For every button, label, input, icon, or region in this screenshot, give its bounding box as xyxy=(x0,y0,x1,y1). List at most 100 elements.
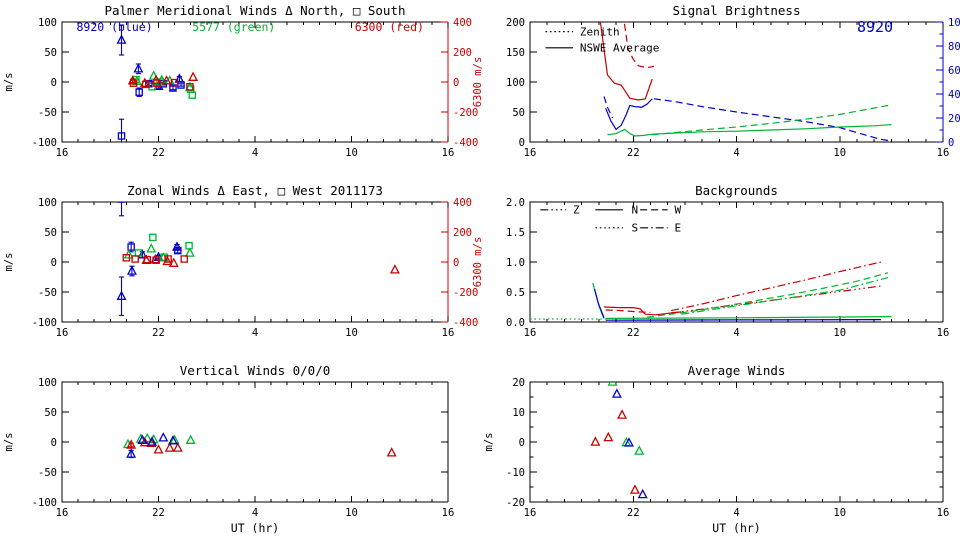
series-blue-spike xyxy=(593,288,605,319)
triangle-marker xyxy=(137,434,148,444)
square-marker xyxy=(149,233,157,242)
right-tick-label: 40 xyxy=(948,89,960,101)
y-tick-label: 50 xyxy=(512,107,525,119)
y-tick-label: 1.0 xyxy=(506,257,525,269)
x-tick-label: 16 xyxy=(56,327,69,339)
triangle-marker xyxy=(153,444,164,454)
triangle-marker xyxy=(116,34,127,44)
x-tick-label: 16 xyxy=(937,507,950,519)
square-marker xyxy=(129,79,138,87)
triangle-marker xyxy=(126,265,137,275)
y-tick-label: 150 xyxy=(506,47,525,59)
triangle-marker xyxy=(172,241,182,251)
right-axis xyxy=(441,21,448,143)
x-tick-label: 16 xyxy=(442,327,455,339)
y-tick-label: 0 xyxy=(51,77,57,89)
y-tick-label: 0 xyxy=(519,437,525,449)
triangle-marker xyxy=(167,435,178,445)
zonal-winds-chart: 16 22 4 10 16-100-50050100-400-2000200400630… xyxy=(3,183,484,339)
triangle-marker xyxy=(168,257,179,267)
x-tick-label: 10 xyxy=(833,327,846,339)
square-marker xyxy=(185,242,193,250)
y-tick-label: 50 xyxy=(44,407,57,419)
x-tick-label: 10 xyxy=(345,147,358,159)
y-tick-label: -50 xyxy=(38,107,57,119)
y-tick-label: 2.0 xyxy=(506,197,525,209)
x-tick-label: 4 xyxy=(733,147,739,159)
error-bar xyxy=(118,24,125,56)
y-tick-label: 100 xyxy=(506,77,525,89)
y-axis-label: m/s xyxy=(3,73,15,92)
annotation-5577-(green): 5577 (green) xyxy=(192,20,275,34)
chart-title: Vertical Winds 0/0/0 xyxy=(180,363,331,378)
triangle-marker xyxy=(623,437,634,447)
square-marker xyxy=(180,255,188,263)
axes xyxy=(61,21,449,143)
triangle-marker xyxy=(126,439,137,449)
series-8920-zenith-start xyxy=(603,96,614,119)
y-tick-label: 20 xyxy=(512,377,525,389)
signal-brightness-chart: 162241016050100150200020406080100Signal … xyxy=(506,3,960,159)
y-tick-label: -100 xyxy=(32,497,57,509)
series-green-flat xyxy=(605,316,892,319)
x-tick-label: 22 xyxy=(152,507,165,519)
x-tick-label: 22 xyxy=(627,147,640,159)
triangle-marker xyxy=(116,290,127,300)
triangle-marker xyxy=(607,382,618,386)
y-axis-label: m/s xyxy=(3,253,15,272)
triangle-marker xyxy=(590,436,601,446)
triangle-marker xyxy=(164,442,175,452)
x-tick-label: 10 xyxy=(345,327,358,339)
triangle-marker xyxy=(135,433,146,443)
right-tick-label: 0 xyxy=(453,77,459,89)
triangle-marker xyxy=(386,447,397,457)
data-points xyxy=(116,24,199,142)
right-axis-label: 6300 m/s xyxy=(472,57,484,108)
error-bar xyxy=(178,83,184,87)
right-axis-label: 6300 m/s xyxy=(472,237,484,288)
triangle-marker xyxy=(611,388,622,398)
annotation-8920: 8920 xyxy=(857,18,893,36)
triangle-marker xyxy=(184,247,195,257)
panel-average-winds: 16 22 4 10 16 -20 -10 0 10 20 Average Winds m/s UT (… xyxy=(480,360,960,540)
y-tick-label: 0 xyxy=(51,257,57,269)
square-marker xyxy=(117,202,126,203)
panel-signal-brightness: 162241016050100150200020406080100Signal … xyxy=(480,0,960,180)
square-marker xyxy=(135,88,143,96)
legend-label-n: N xyxy=(632,204,639,217)
x-tick-label: 16 xyxy=(524,147,537,159)
axes xyxy=(529,21,944,143)
y-tick-label: 100 xyxy=(38,377,57,389)
data-points xyxy=(590,382,648,499)
y-axis-label: m/s xyxy=(483,433,495,452)
annotation-8920-(blue): 8920 (blue) xyxy=(76,20,152,34)
right-tick-label: -200 xyxy=(453,287,478,299)
triangle-marker xyxy=(126,448,137,458)
legend-label-w: W xyxy=(675,204,682,217)
y-tick-label: 0 xyxy=(51,437,57,449)
error-bar xyxy=(175,247,181,254)
triangle-marker xyxy=(617,409,628,419)
triangle-marker xyxy=(146,243,157,253)
chart-title: Signal Brightness xyxy=(673,3,801,18)
x-tick-label: 4 xyxy=(252,327,258,339)
square-marker xyxy=(122,254,131,262)
right-tick-label: 20 xyxy=(948,113,960,125)
panel-vertical-winds: 16 22 4 10 16 -100 -50 0 50 100 Vertical Winds 0/0… xyxy=(0,360,480,540)
x-tick-label: 16 xyxy=(937,147,950,159)
series-red-dashed-low xyxy=(605,309,651,313)
legend-label-nswe-average: NSWE Average xyxy=(580,42,659,55)
right-tick-label: 400 xyxy=(453,197,472,209)
y-tick-label: 50 xyxy=(44,47,57,59)
series-6300-nswe xyxy=(599,22,653,101)
y-tick-label: -20 xyxy=(506,497,525,509)
y-tick-label: 100 xyxy=(38,17,57,29)
triangle-marker xyxy=(158,432,169,442)
square-marker xyxy=(127,243,135,251)
triangle-marker xyxy=(139,436,150,447)
data-points xyxy=(116,202,400,316)
series-e-red-rising xyxy=(670,261,882,312)
x-tick-label: 4 xyxy=(733,507,739,519)
